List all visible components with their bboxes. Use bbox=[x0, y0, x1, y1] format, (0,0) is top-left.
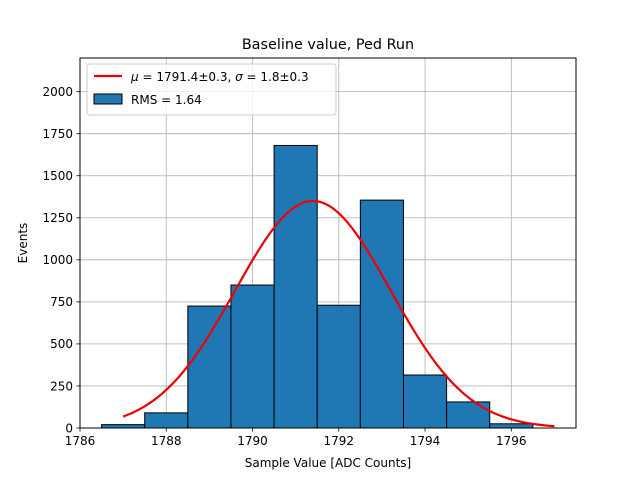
legend-hist-label: RMS = 1.64 bbox=[131, 93, 202, 107]
x-axis-ticks: 1786 1788 1790 1792 1794 1796 bbox=[65, 428, 527, 448]
y-tick-label: 750 bbox=[50, 295, 73, 309]
histogram-bar bbox=[144, 412, 189, 429]
legend: μ = 1791.4±0.3, σ = 1.8±0.3 RMS = 1.64 bbox=[86, 63, 337, 116]
histogram-bar bbox=[316, 304, 361, 429]
fit-curve bbox=[122, 199, 555, 428]
histogram-bar bbox=[489, 423, 534, 429]
histogram-bars bbox=[101, 144, 534, 429]
y-tick-label: 250 bbox=[50, 379, 73, 393]
x-tick-label: 1786 bbox=[65, 434, 96, 448]
legend-fit-label: μ = 1791.4±0.3, σ = 1.8±0.3 bbox=[130, 70, 309, 84]
y-tick-label: 500 bbox=[50, 337, 73, 351]
histogram-bar bbox=[446, 401, 491, 429]
legend-mu-text: = 1791.4±0.3, bbox=[139, 70, 235, 84]
x-tick-label: 1792 bbox=[324, 434, 355, 448]
y-tick-label: 2000 bbox=[42, 85, 73, 99]
legend-sigma-text: = 1.8±0.3 bbox=[243, 70, 309, 84]
histogram-bar bbox=[187, 305, 232, 429]
x-tick-label: 1788 bbox=[151, 434, 182, 448]
histogram-bar bbox=[402, 374, 448, 429]
gaussian-fit bbox=[122, 199, 555, 428]
x-axis-label: Sample Value [ADC Counts] bbox=[245, 456, 411, 470]
legend-hist-swatch bbox=[93, 93, 123, 105]
chart-title: Baseline value, Ped Run bbox=[242, 37, 414, 53]
histogram-bar bbox=[230, 284, 275, 429]
x-tick-label: 1796 bbox=[496, 434, 527, 448]
legend-sigma-symbol: σ bbox=[235, 70, 243, 84]
legend-mu-symbol: μ bbox=[130, 70, 139, 84]
legend-box bbox=[86, 63, 337, 116]
x-tick-label: 1794 bbox=[410, 434, 441, 448]
histogram-bar bbox=[101, 424, 146, 429]
y-axis-label: Events bbox=[16, 223, 30, 264]
y-tick-label: 1750 bbox=[42, 127, 73, 141]
histogram-bar bbox=[273, 144, 318, 429]
y-tick-label: 0 bbox=[65, 421, 73, 435]
y-tick-label: 1000 bbox=[42, 253, 73, 267]
plot-frame bbox=[79, 57, 577, 429]
y-tick-label: 1500 bbox=[42, 169, 73, 183]
y-axis-ticks: 0 250 500 750 1000 1250 1500 1750 2000 bbox=[42, 85, 80, 435]
histogram-bar bbox=[359, 199, 404, 429]
x-tick-label: 1790 bbox=[237, 434, 268, 448]
y-tick-label: 1250 bbox=[42, 211, 73, 225]
